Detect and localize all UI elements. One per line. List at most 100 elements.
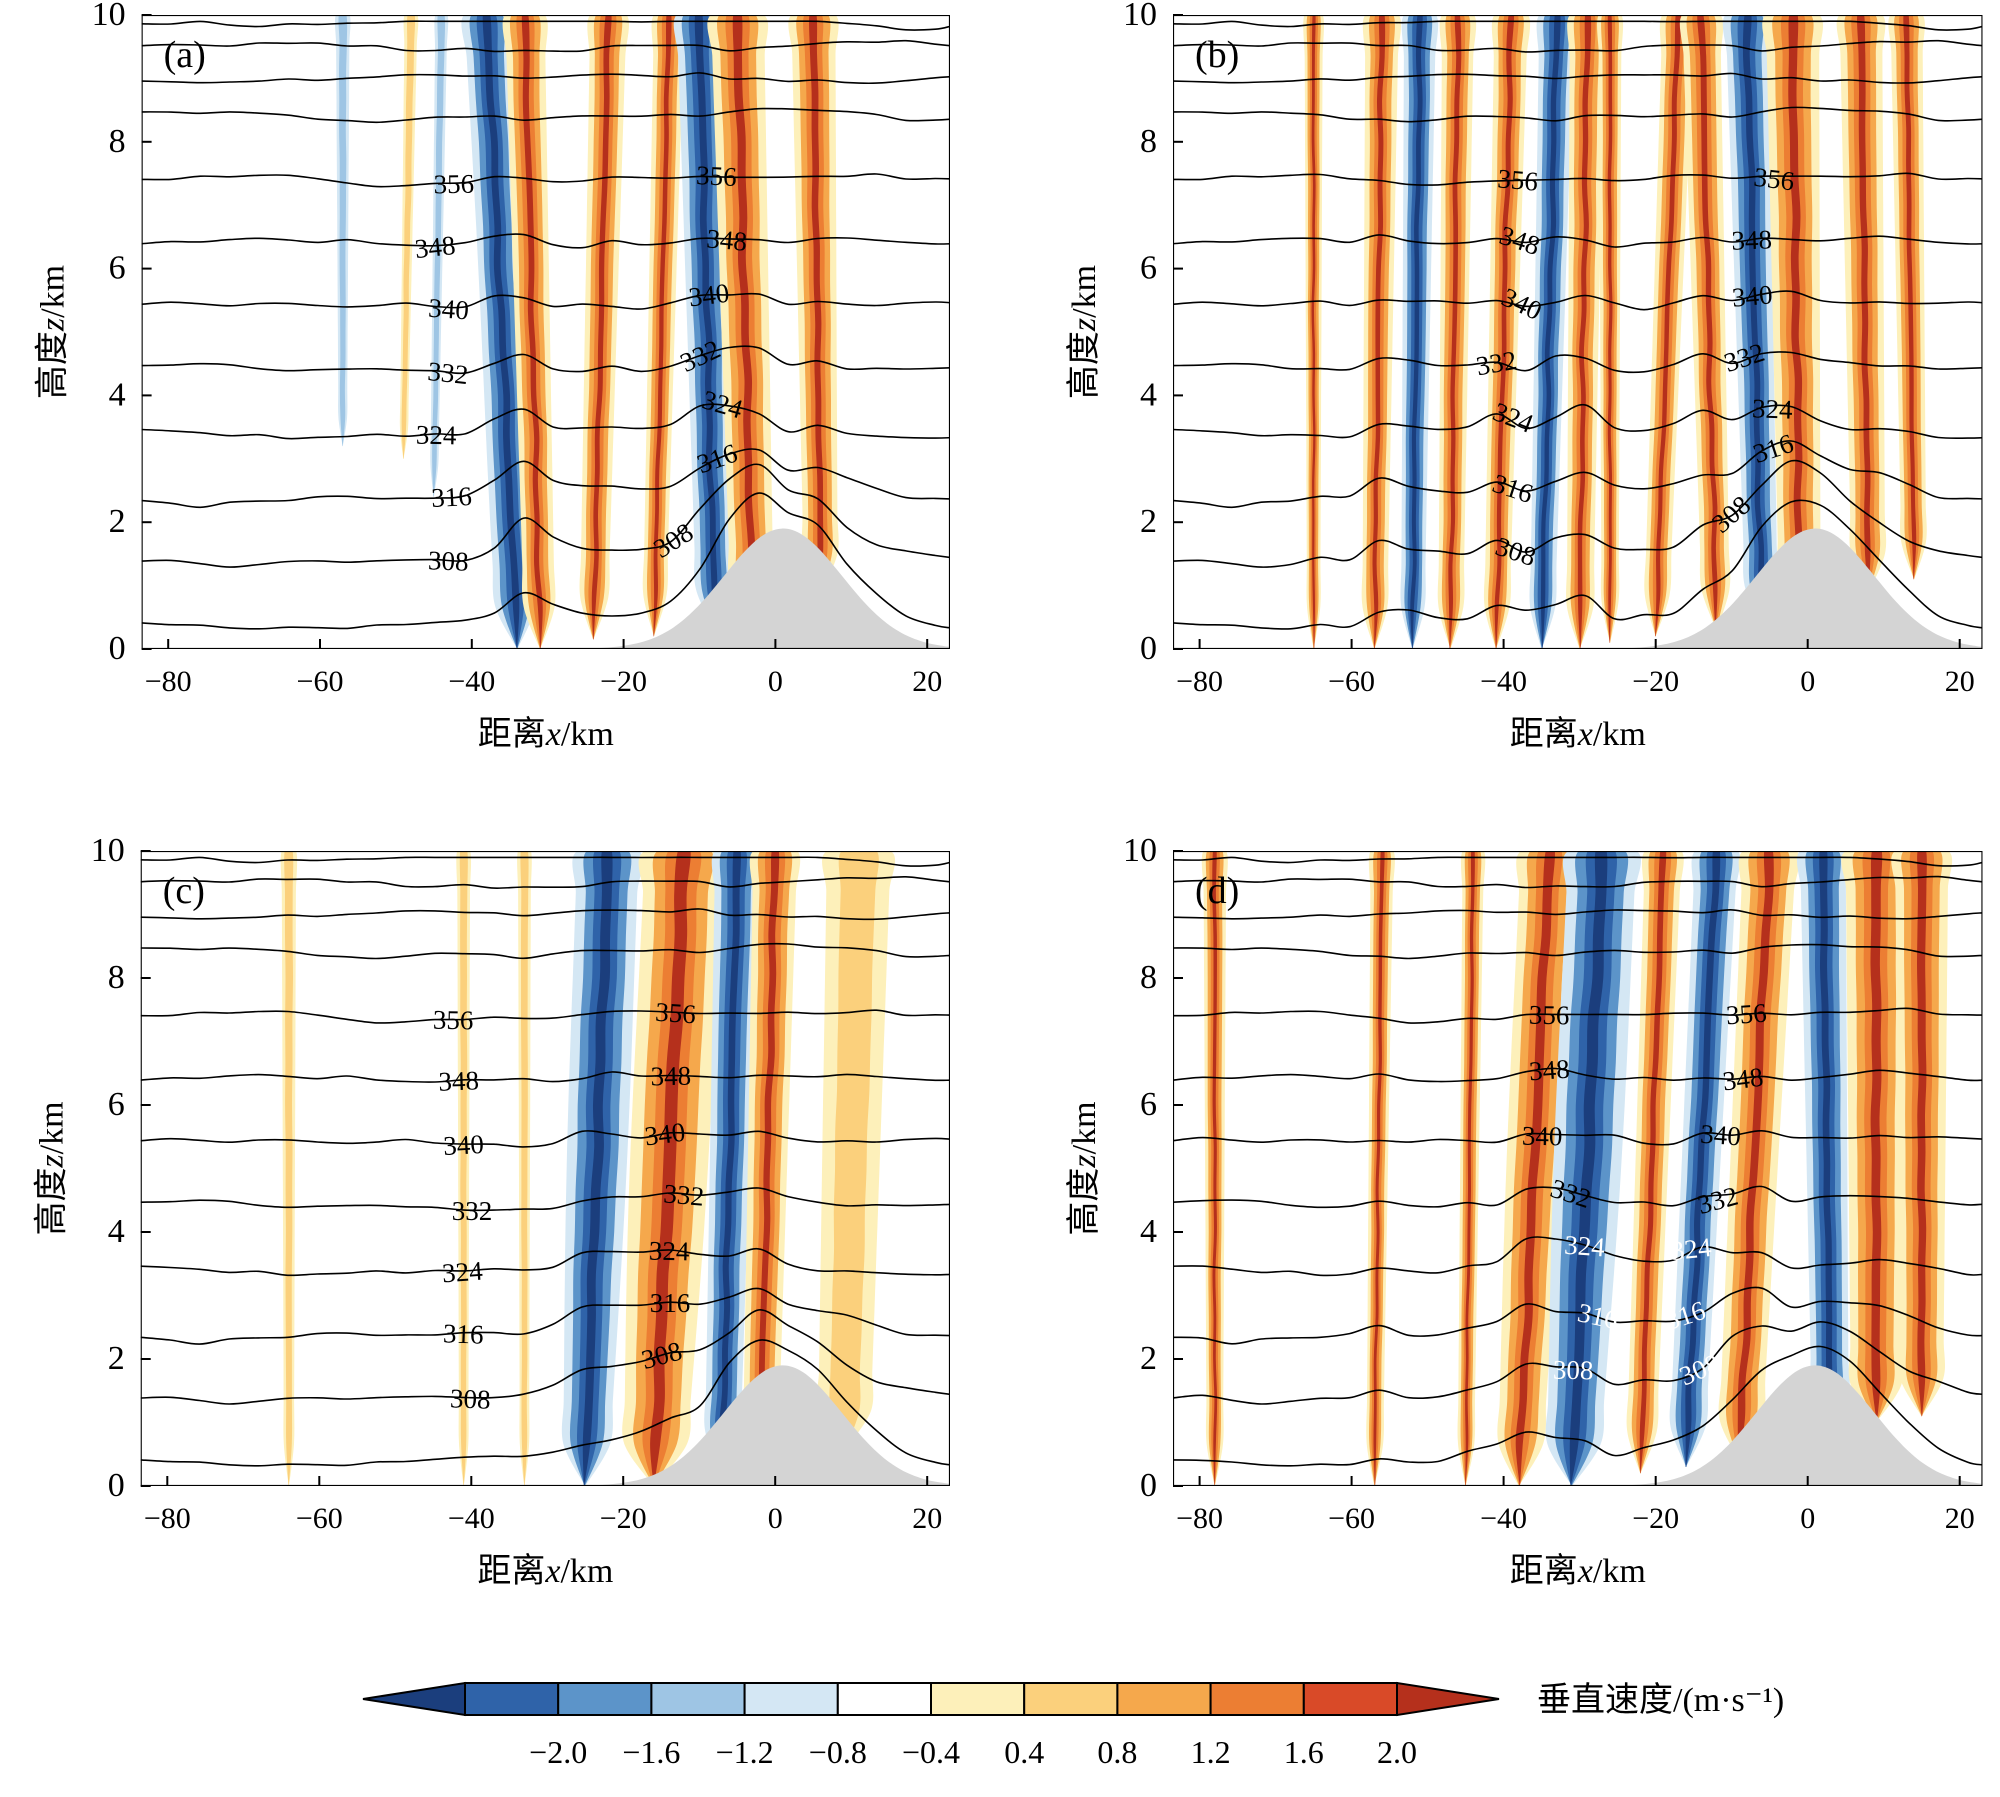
svg-text:10: 10 <box>1123 0 1157 33</box>
svg-text:−2.0: −2.0 <box>529 1734 587 1770</box>
svg-text:0: 0 <box>1800 665 1815 698</box>
svg-text:2: 2 <box>108 1340 125 1377</box>
svg-text:340: 340 <box>643 1117 687 1152</box>
svg-text:348: 348 <box>1721 1062 1765 1097</box>
svg-text:348: 348 <box>413 230 456 264</box>
svg-text:距离x/km: 距离x/km <box>477 1552 613 1590</box>
svg-text:4: 4 <box>1140 376 1157 413</box>
svg-text:332: 332 <box>662 1178 705 1211</box>
svg-text:348: 348 <box>705 223 748 256</box>
svg-text:348: 348 <box>1731 224 1773 255</box>
svg-text:2.0: 2.0 <box>1377 1734 1417 1770</box>
svg-text:1.2: 1.2 <box>1191 1734 1231 1770</box>
svg-text:8: 8 <box>1140 959 1157 996</box>
svg-text:0: 0 <box>768 1502 783 1535</box>
svg-text:(c): (c) <box>163 870 205 912</box>
svg-text:10: 10 <box>92 0 126 33</box>
svg-text:356: 356 <box>1752 162 1796 197</box>
svg-text:308: 308 <box>450 1383 492 1414</box>
svg-text:2: 2 <box>109 503 126 540</box>
svg-text:−40: −40 <box>1480 1502 1527 1535</box>
svg-text:356: 356 <box>1725 998 1767 1031</box>
svg-text:340: 340 <box>1522 1121 1563 1152</box>
svg-text:−60: −60 <box>296 1502 343 1535</box>
svg-text:340: 340 <box>687 278 731 313</box>
svg-text:0.8: 0.8 <box>1097 1734 1137 1770</box>
svg-text:−0.8: −0.8 <box>809 1734 867 1770</box>
svg-text:6: 6 <box>108 1086 125 1123</box>
svg-text:324: 324 <box>1563 1230 1606 1263</box>
svg-text:340: 340 <box>1731 279 1774 312</box>
svg-text:308: 308 <box>1553 1355 1594 1386</box>
svg-text:−20: −20 <box>1632 665 1679 698</box>
svg-text:6: 6 <box>1140 250 1157 287</box>
svg-text:356: 356 <box>1496 163 1539 196</box>
svg-text:4: 4 <box>109 376 126 413</box>
svg-text:−20: −20 <box>600 665 647 698</box>
svg-text:324: 324 <box>649 1236 691 1267</box>
svg-text:340: 340 <box>427 293 469 326</box>
svg-text:356: 356 <box>695 160 737 192</box>
svg-text:20: 20 <box>912 1502 942 1535</box>
svg-text:−20: −20 <box>600 1502 647 1535</box>
svg-text:348: 348 <box>438 1065 480 1096</box>
svg-text:0: 0 <box>1140 1467 1157 1504</box>
svg-text:308: 308 <box>428 545 470 576</box>
svg-text:316: 316 <box>431 481 473 513</box>
svg-text:距离x/km: 距离x/km <box>1510 715 1646 753</box>
svg-text:−20: −20 <box>1632 1502 1679 1535</box>
svg-text:高度z/km: 高度z/km <box>1065 1101 1103 1235</box>
svg-text:−80: −80 <box>1176 665 1223 698</box>
svg-text:8: 8 <box>108 959 125 996</box>
svg-text:0: 0 <box>768 665 783 698</box>
svg-text:340: 340 <box>443 1129 485 1161</box>
svg-text:0.4: 0.4 <box>1004 1734 1044 1770</box>
svg-text:0: 0 <box>1140 630 1157 667</box>
svg-text:20: 20 <box>912 665 942 698</box>
svg-text:4: 4 <box>108 1213 125 1250</box>
svg-text:−40: −40 <box>1480 665 1527 698</box>
svg-text:垂直速度/(m·s⁻¹): 垂直速度/(m·s⁻¹) <box>1537 1681 1784 1719</box>
svg-text:340: 340 <box>1699 1119 1741 1152</box>
svg-text:10: 10 <box>91 832 125 869</box>
svg-text:324: 324 <box>441 1256 484 1289</box>
svg-text:(b): (b) <box>1195 34 1239 76</box>
svg-text:2: 2 <box>1140 503 1157 540</box>
svg-text:−80: −80 <box>145 665 192 698</box>
svg-text:距离x/km: 距离x/km <box>1510 1552 1646 1590</box>
svg-text:高度z/km: 高度z/km <box>34 265 72 399</box>
svg-text:−80: −80 <box>144 1502 191 1535</box>
svg-text:324: 324 <box>416 420 458 451</box>
svg-text:4: 4 <box>1140 1213 1157 1250</box>
svg-text:1.6: 1.6 <box>1284 1734 1324 1770</box>
svg-text:332: 332 <box>426 356 469 390</box>
svg-text:348: 348 <box>650 1061 691 1092</box>
svg-text:324: 324 <box>1669 1232 1713 1266</box>
svg-text:356: 356 <box>654 997 696 1030</box>
svg-text:高度z/km: 高度z/km <box>33 1101 71 1235</box>
svg-text:316: 316 <box>650 1288 691 1318</box>
svg-text:6: 6 <box>109 250 126 287</box>
svg-text:距离x/km: 距离x/km <box>478 715 614 753</box>
svg-text:0: 0 <box>109 630 126 667</box>
svg-text:6: 6 <box>1140 1086 1157 1123</box>
svg-text:(a): (a) <box>164 34 206 76</box>
svg-text:−60: −60 <box>1328 1502 1375 1535</box>
svg-text:0: 0 <box>108 1467 125 1504</box>
svg-text:−80: −80 <box>1176 1502 1223 1535</box>
svg-text:8: 8 <box>109 123 126 160</box>
svg-text:−40: −40 <box>448 1502 495 1535</box>
svg-text:(d): (d) <box>1195 870 1239 912</box>
svg-text:324: 324 <box>1752 393 1794 424</box>
svg-text:−1.2: −1.2 <box>716 1734 774 1770</box>
svg-text:332: 332 <box>452 1196 493 1226</box>
svg-text:348: 348 <box>1528 1054 1570 1087</box>
svg-text:356: 356 <box>433 1005 474 1036</box>
svg-text:20: 20 <box>1945 1502 1975 1535</box>
svg-text:−40: −40 <box>448 665 495 698</box>
svg-text:−60: −60 <box>1328 665 1375 698</box>
svg-text:316: 316 <box>443 1318 485 1349</box>
svg-text:0: 0 <box>1800 1502 1815 1535</box>
svg-text:高度z/km: 高度z/km <box>1065 265 1103 399</box>
svg-text:20: 20 <box>1945 665 1975 698</box>
